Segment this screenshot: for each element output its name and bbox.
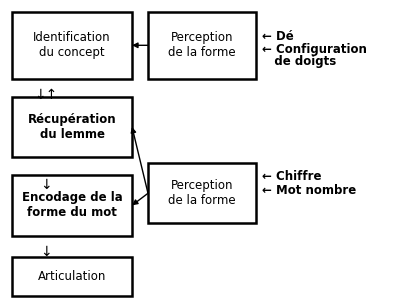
FancyBboxPatch shape <box>12 12 132 79</box>
Text: ↓: ↓ <box>40 178 52 192</box>
Text: ← Mot nombre: ← Mot nombre <box>262 184 356 197</box>
Text: Articulation: Articulation <box>38 270 106 283</box>
Text: Perception
de la forme: Perception de la forme <box>168 179 236 207</box>
Text: ← Dé: ← Dé <box>262 30 294 43</box>
Text: Identification
du concept: Identification du concept <box>33 31 111 59</box>
Text: Perception
de la forme: Perception de la forme <box>168 31 236 59</box>
FancyBboxPatch shape <box>148 12 256 79</box>
Text: Récupération
du lemme: Récupération du lemme <box>28 113 116 141</box>
FancyBboxPatch shape <box>12 257 132 296</box>
FancyBboxPatch shape <box>12 175 132 236</box>
Text: Encodage de la
forme du mot: Encodage de la forme du mot <box>22 191 122 219</box>
FancyBboxPatch shape <box>148 163 256 223</box>
Text: de doigts: de doigts <box>262 55 336 69</box>
Text: ↓↑: ↓↑ <box>34 88 58 102</box>
Text: ← Chiffre: ← Chiffre <box>262 170 322 183</box>
Text: ↓: ↓ <box>40 245 52 259</box>
Text: ← Configuration: ← Configuration <box>262 43 367 56</box>
FancyBboxPatch shape <box>12 97 132 157</box>
